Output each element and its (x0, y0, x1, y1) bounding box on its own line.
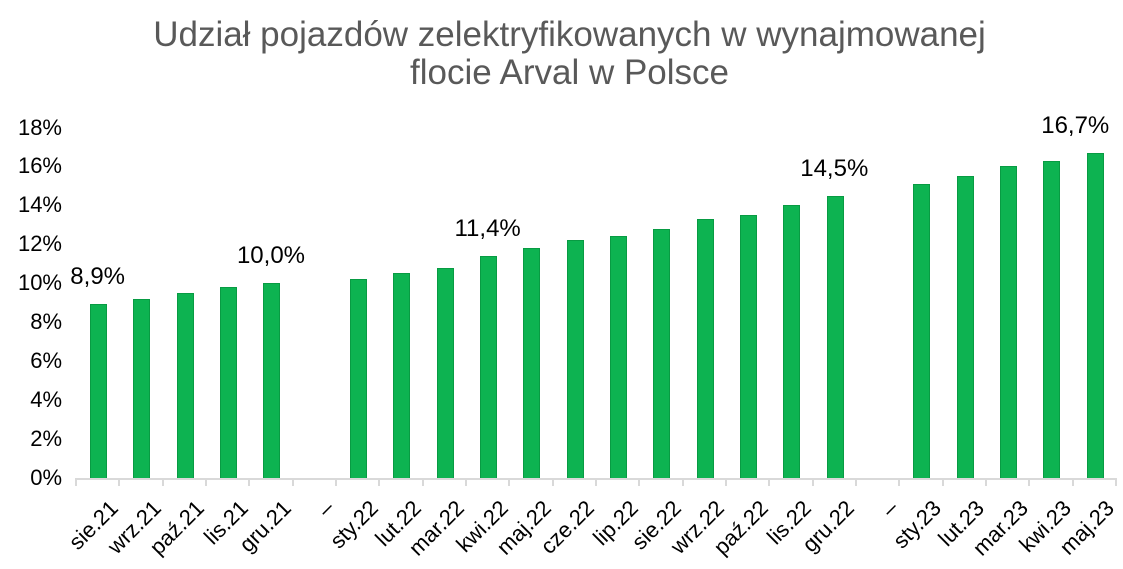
x-axis-tick-mark (118, 477, 121, 486)
x-axis-tick-mark (1071, 477, 1074, 486)
y-axis-tick-label: 2% (30, 425, 62, 451)
x-axis-tick-mark (551, 477, 554, 486)
y-axis-tick-label: 16% (17, 153, 62, 179)
x-axis-category-label: sty.23 (887, 495, 946, 554)
bar (176, 292, 194, 479)
y-axis-tick-label: 10% (17, 270, 62, 296)
chart-title-line-1: Udział pojazdów zelektryfikowanych w wyn… (153, 15, 986, 54)
x-axis-tick-mark (941, 477, 944, 486)
x-axis-tick-mark (898, 477, 901, 486)
x-axis-tick-mark (854, 477, 857, 486)
bar (913, 183, 931, 479)
x-axis-tick-mark (248, 477, 251, 486)
bar (350, 279, 368, 479)
x-axis-tick-mark (75, 477, 77, 486)
bar-data-label: 10,0% (236, 242, 306, 270)
bar-data-label: 11,4% (454, 214, 521, 242)
x-axis-tick-mark (811, 477, 814, 486)
bar-data-label: 14,5% (800, 154, 869, 182)
bar (653, 228, 671, 479)
y-axis-tick-label: 12% (17, 231, 62, 257)
x-axis-tick-mark (768, 477, 771, 486)
bar (1086, 152, 1104, 479)
bar (220, 286, 238, 479)
x-axis-tick-mark (291, 477, 294, 486)
x-axis-tick-mark (464, 477, 467, 486)
bar (566, 240, 584, 479)
y-axis-tick-label: 8% (30, 308, 62, 334)
y-axis-tick-label: 4% (30, 386, 62, 412)
bar (263, 283, 281, 479)
x-axis-tick-mark (724, 477, 727, 486)
x-axis-tick-mark (1028, 477, 1031, 486)
x-axis-tick-mark (204, 477, 207, 486)
bar (480, 255, 498, 479)
x-axis-tick-mark (638, 477, 641, 486)
x-axis-tick-mark (984, 477, 987, 486)
x-axis-tick-mark (681, 477, 684, 486)
y-axis-tick-label: 14% (17, 192, 62, 218)
chart-title-line-2: flocie Arval w Polsce (409, 53, 730, 92)
bar (783, 205, 801, 479)
bar-data-label: 16,7% (1041, 111, 1110, 139)
bar (436, 267, 454, 479)
bar (133, 298, 151, 479)
bar (696, 218, 714, 479)
bar (1043, 160, 1061, 479)
x-axis-tick-mark (378, 477, 381, 486)
bar (826, 195, 844, 479)
y-axis-tick-label: 6% (30, 347, 62, 373)
bar (740, 215, 758, 479)
bar (523, 248, 541, 479)
y-axis-tick-label: 0% (30, 464, 62, 490)
x-axis-tick-mark (1114, 477, 1117, 486)
bar (956, 176, 974, 479)
x-axis-category-label: sty.22 (324, 495, 383, 554)
x-axis-tick-mark (334, 477, 337, 486)
x-axis-category-label: – (312, 495, 340, 522)
x-axis-category-label: – (876, 495, 903, 522)
bar (90, 304, 108, 479)
x-axis-tick-mark (421, 477, 424, 486)
bar-data-label: 8,9% (70, 263, 126, 291)
bar (1000, 166, 1018, 479)
bar (610, 236, 628, 479)
chart-title: Udział pojazdów zelektryfikowanych w wyn… (8, 16, 1123, 92)
x-axis-tick-mark (594, 477, 597, 486)
bar (393, 273, 411, 479)
x-axis-tick-mark (161, 477, 164, 486)
y-axis-tick-label: 18% (17, 114, 62, 140)
x-axis-tick-mark (508, 477, 511, 486)
